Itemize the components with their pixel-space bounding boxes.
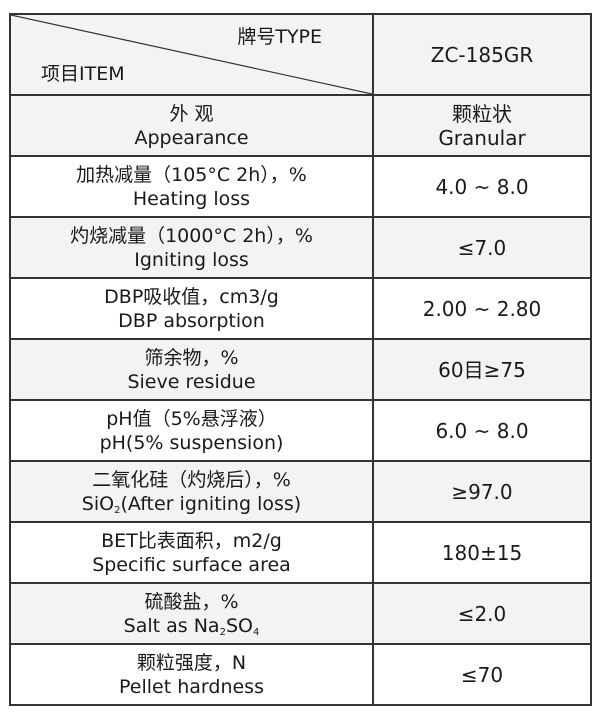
diagonal-line	[11, 15, 372, 94]
table-row: DBP吸收值，cm3/g DBP absorption 2.00 ~ 2.80	[9, 277, 592, 340]
item-cell: BET比表面积，m2/g Specific surface area	[9, 521, 374, 584]
item-cell: 颗粒强度，N Pellet hardness	[9, 643, 374, 706]
item-en: Igniting loss	[134, 248, 249, 271]
item-en: DBP absorption	[118, 309, 265, 332]
item-cell: 灼烧减量（1000°C 2h），% Igniting loss	[9, 216, 374, 279]
value-en: Granular	[438, 125, 526, 150]
item-cn: 硫酸盐，%	[144, 590, 239, 613]
table-row: 加热减量（105°C 2h），% Heating loss 4.0 ~ 8.0	[9, 155, 592, 218]
item-label: 项目ITEM	[41, 63, 125, 85]
item-cell: 硫酸盐，% Salt as Na2SO4	[9, 582, 374, 645]
table-row: 筛余物，% Sieve residue 60目≥75	[9, 338, 592, 401]
formula: SiO	[81, 492, 115, 515]
item-cell: 外 观 Appearance	[9, 94, 374, 157]
item-en-text: Salt as Na	[123, 614, 220, 637]
item-cell: DBP吸收值，cm3/g DBP absorption	[9, 277, 374, 340]
value-cell: 4.0 ~ 8.0	[372, 155, 592, 218]
item-cn: DBP吸收值，cm3/g	[104, 285, 279, 308]
table-row: 硫酸盐，% Salt as Na2SO4 ≤2.0	[9, 582, 592, 645]
item-en: pH(5% suspension)	[99, 431, 284, 454]
product-name: ZC-185GR	[372, 13, 592, 96]
item-cn: 筛余物，%	[144, 346, 239, 369]
value-cell: ≤2.0	[372, 582, 592, 645]
subscript: 2	[219, 626, 226, 638]
item-en: Salt as Na2SO4	[11, 614, 372, 638]
item-cn: 颗粒强度，N	[136, 651, 247, 674]
item-cn: 外 观	[169, 102, 214, 125]
value-cell: 颗粒状 Granular	[372, 94, 592, 157]
value-cell: ≥97.0	[372, 460, 592, 523]
subscript: 4	[252, 626, 260, 638]
item-en: Appearance	[134, 126, 249, 149]
header-diagonal-cell: 牌号TYPE 项目ITEM	[9, 13, 374, 96]
value-cell: ≤70	[372, 643, 592, 706]
table-row: 灼烧减量（1000°C 2h），% Igniting loss ≤7.0	[9, 216, 592, 279]
item-en: Specific surface area	[92, 553, 291, 576]
item-cell: 二氧化硅（灼烧后），% SiO2(After igniting loss)	[9, 460, 374, 523]
subscript: 2	[114, 504, 121, 516]
item-cell: pH值（5%悬浮液） pH(5% suspension)	[9, 399, 374, 462]
table-row: 颗粒强度，N Pellet hardness ≤70	[9, 643, 592, 706]
header-row: 牌号TYPE 项目ITEM ZC-185GR	[9, 13, 592, 96]
spec-table: 牌号TYPE 项目ITEM ZC-185GR 外 观 Appearance 颗粒状…	[9, 13, 592, 706]
item-en: Sieve residue	[127, 370, 256, 393]
type-label: 牌号TYPE	[237, 26, 322, 48]
table-row: 外 观 Appearance 颗粒状 Granular	[9, 94, 592, 157]
value-cell: 180±15	[372, 521, 592, 584]
item-cn: pH值（5%悬浮液）	[106, 407, 277, 430]
value-cell: 2.00 ~ 2.80	[372, 277, 592, 340]
table-row: pH值（5%悬浮液） pH(5% suspension) 6.0 ~ 8.0	[9, 399, 592, 462]
item-cn: 灼烧减量（1000°C 2h），%	[70, 224, 313, 247]
value-cell: 60目≥75	[372, 338, 592, 401]
item-cell: 筛余物，% Sieve residue	[9, 338, 374, 401]
item-cn: 加热减量（105°C 2h），%	[76, 163, 307, 186]
item-en: Heating loss	[132, 187, 251, 210]
item-en-rest: (After igniting loss)	[120, 492, 302, 515]
item-en: SiO2(After igniting loss)	[11, 492, 372, 516]
formula: SO	[225, 614, 253, 637]
item-cn: BET比表面积，m2/g	[101, 529, 282, 552]
value-cell: 6.0 ~ 8.0	[372, 399, 592, 462]
item-en: Pellet hardness	[119, 675, 264, 698]
value-cell: ≤7.0	[372, 216, 592, 279]
table-row: 二氧化硅（灼烧后），% SiO2(After igniting loss) ≥97…	[9, 460, 592, 523]
item-cell: 加热减量（105°C 2h），% Heating loss	[9, 155, 374, 218]
value-cn: 颗粒状	[452, 101, 512, 126]
item-cn: 二氧化硅（灼烧后），%	[92, 468, 291, 491]
table-row: BET比表面积，m2/g Specific surface area 180±15	[9, 521, 592, 584]
